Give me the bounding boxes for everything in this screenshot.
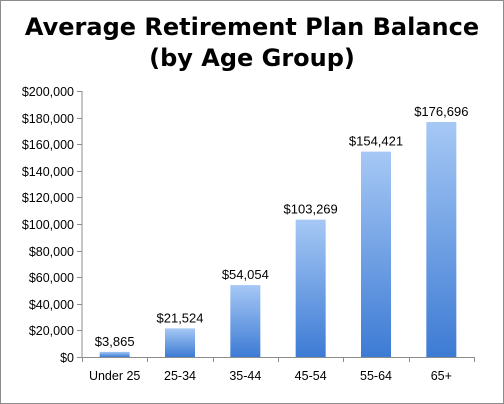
data-label: $103,269 — [284, 202, 338, 217]
y-tick-label: $160,000 — [22, 138, 74, 152]
bar-under-25 — [99, 351, 130, 357]
chart-title: Average Retirement Plan Balance (by Age … — [0, 12, 504, 74]
y-tick-label: $0 — [60, 351, 74, 365]
data-label: $176,696 — [414, 104, 468, 119]
y-tick-label: $20,000 — [29, 324, 74, 338]
x-axis: Under 25 25-34 35-44 45-54 55-64 65+ — [82, 357, 475, 383]
y-tick-label: $60,000 — [29, 271, 74, 285]
data-label: $3,865 — [95, 334, 135, 349]
x-tick-label: 65+ — [431, 369, 452, 383]
y-tick-label: $80,000 — [29, 245, 74, 259]
bar-45-54 — [295, 219, 326, 357]
bar-55-64 — [361, 151, 391, 357]
bar-35-44 — [230, 285, 261, 357]
x-tick-label: 25-34 — [164, 369, 196, 383]
chart-title-line-1: Average Retirement Plan Balance — [24, 13, 480, 41]
y-tick-label: $180,000 — [22, 112, 74, 126]
bars: $3,865 $21,524 $54,054 $103,269 $154,421 $176… — [95, 104, 468, 357]
y-tick-label: $140,000 — [22, 165, 74, 179]
y-tick-label: $120,000 — [22, 191, 74, 205]
x-tick-label: 55-64 — [360, 369, 392, 383]
y-tick-label: $100,000 — [22, 218, 74, 232]
bar-25-34 — [165, 328, 195, 357]
data-label: $21,524 — [157, 310, 204, 325]
x-tick-label: 45-54 — [295, 369, 327, 383]
chart-title-line-2: (by Age Group) — [149, 44, 355, 72]
y-tick-label: $200,000 — [22, 85, 74, 99]
data-label: $54,054 — [222, 267, 269, 282]
data-label: $154,421 — [349, 134, 403, 149]
bar-65- — [426, 121, 457, 357]
x-tick-label: Under 25 — [89, 369, 140, 383]
y-axis: $0 $20,000 $40,000 $60,000 $80,000 $100,000 $1… — [22, 85, 83, 365]
y-tick-label: $40,000 — [29, 298, 74, 312]
x-tick-label: 35-44 — [229, 369, 261, 383]
